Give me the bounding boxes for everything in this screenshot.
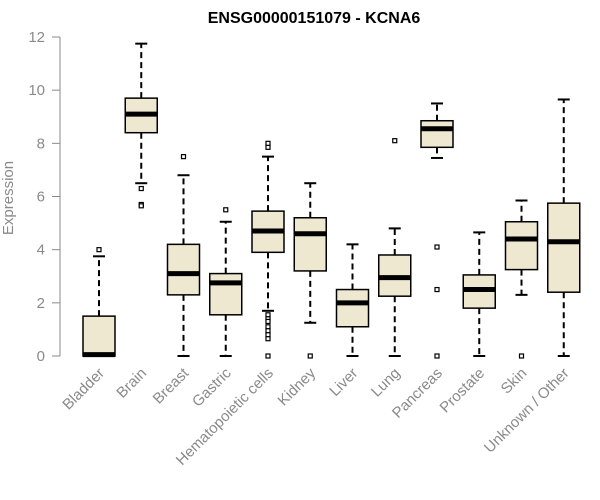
outlier-point [434, 244, 440, 250]
box-hematopoietic-cells [251, 140, 285, 359]
outlier-point [434, 286, 440, 293]
x-tick-label: Brain [113, 365, 150, 402]
x-tick-label: Prostate [437, 365, 489, 417]
outlier-point [96, 247, 102, 253]
x-tick-label: Liver [326, 365, 361, 400]
x-tick-label: Bladder [59, 365, 108, 414]
iqr-box [293, 217, 327, 272]
box-gastric [209, 207, 243, 357]
outlier-point [392, 138, 398, 144]
x-tick-label: Lung [368, 365, 404, 401]
box-breast [166, 154, 201, 357]
box-lung [378, 138, 412, 357]
outlier-point [434, 353, 440, 359]
x-tick-label: Breast [150, 364, 193, 407]
chart-title: ENSG00000151079 - KCNA6 [208, 10, 421, 27]
box-prostate [462, 231, 496, 357]
y-tick-label: 10 [28, 82, 45, 99]
box-pancreas [420, 102, 454, 359]
iqr-box [547, 202, 581, 293]
y-tick-label: 4 [37, 242, 45, 259]
y-tick-label: 6 [37, 189, 45, 206]
outlier-point [265, 318, 271, 325]
y-axis-label: Expression [0, 161, 17, 235]
y-tick-label: 2 [37, 295, 45, 312]
outlier-point [180, 154, 187, 160]
box-skin [504, 199, 539, 359]
y-tick-label: 0 [37, 348, 45, 365]
box-brain [124, 42, 158, 209]
iqr-box [82, 315, 116, 357]
y-tick-label: 12 [28, 29, 45, 46]
plot-area [82, 42, 581, 359]
iqr-box [420, 119, 454, 149]
y-axis: 0 2 4 6 8 10 12 [28, 29, 61, 365]
outlier-point [223, 207, 229, 213]
box-liver [335, 243, 370, 357]
y-tick-label: 8 [37, 135, 45, 152]
box-kidney [293, 182, 327, 359]
outlier-point [265, 336, 271, 342]
iqr-box [209, 272, 243, 316]
iqr-box [504, 221, 539, 271]
outlier-point [138, 185, 144, 192]
x-tick-label: Skin [498, 365, 531, 398]
iqr-box [166, 243, 201, 296]
box-bladder [82, 247, 116, 358]
outlier-point [138, 203, 144, 209]
outlier-point [265, 353, 271, 359]
outlier-point [265, 140, 271, 146]
x-tick-label: Kidney [275, 364, 320, 409]
iqr-box [335, 288, 370, 328]
outlier-point [307, 353, 313, 359]
outlier-point [518, 353, 525, 359]
box-unknown-other [547, 98, 581, 357]
